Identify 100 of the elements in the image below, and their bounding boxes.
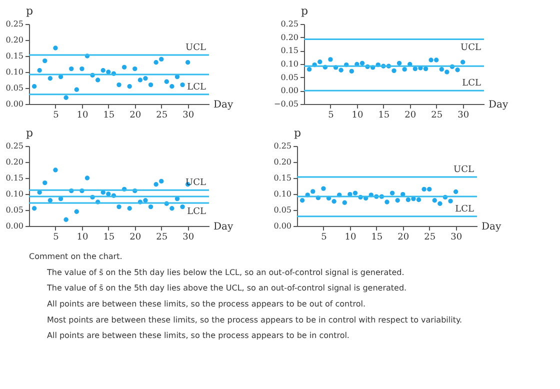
ref-line-label: UCL	[186, 43, 206, 54]
y-tick-label: 0.15	[6, 52, 24, 60]
point	[95, 78, 100, 82]
x-tick-label: 20	[398, 232, 410, 242]
point	[455, 68, 460, 72]
point	[427, 186, 432, 192]
y-tick-label: 0.05	[280, 72, 298, 82]
x-tick-label: 30	[182, 232, 194, 242]
point	[64, 95, 68, 100]
y-tick-label: 0.15	[274, 174, 292, 182]
x-tick-label: 10	[76, 110, 88, 120]
point	[406, 197, 411, 202]
point	[53, 168, 58, 172]
x-axis-title: Day	[488, 100, 508, 110]
point	[360, 60, 365, 66]
x-tick-label: 30	[182, 110, 194, 120]
text: The value of s̄ on the 5th day lies below the LCL, so an out-of-control signal is generated.	[46, 268, 404, 277]
x-tick-label: 10	[76, 232, 88, 242]
point	[432, 198, 437, 203]
point	[438, 201, 442, 206]
point	[37, 68, 42, 73]
point	[444, 70, 450, 74]
y-axis-title: p	[294, 126, 302, 140]
point	[180, 204, 185, 210]
y-axis-title: p	[26, 4, 34, 18]
point	[148, 82, 154, 88]
y-tick-label: 0.10	[280, 60, 298, 68]
point	[170, 84, 174, 89]
text: Most points are between these limits, so the process appears to be in control with respect to variability.	[47, 315, 462, 324]
point	[300, 198, 305, 203]
point	[64, 217, 68, 222]
point	[154, 182, 158, 187]
point	[159, 178, 164, 184]
y-tick-label: 0.25	[274, 142, 292, 150]
x-axis-title: Day	[214, 100, 234, 110]
y-tick-label: 0.10	[6, 68, 24, 76]
point	[422, 186, 426, 192]
point	[138, 78, 143, 82]
point	[48, 76, 53, 81]
x-tick-label: 30	[450, 232, 462, 242]
point	[338, 68, 344, 72]
point	[80, 66, 84, 72]
y-tick-label: 0.05	[6, 84, 24, 92]
y-tick-label: 0.20	[274, 158, 292, 166]
x-tick-label: 5	[53, 232, 60, 242]
text: All points are between these limits, so the process appears to be out of control.	[47, 299, 366, 308]
point	[306, 66, 312, 72]
point	[396, 60, 402, 66]
y-axis-title: p	[300, 4, 308, 18]
point	[180, 82, 185, 88]
point	[154, 60, 158, 65]
text: The value of s̄ on the 5th day lies above the UCL, so an out-of-control signal is generated.	[46, 284, 407, 293]
y-tick-label: 0.10	[6, 190, 24, 198]
ref-line-label: LCL	[187, 206, 206, 217]
point	[460, 60, 466, 64]
point	[395, 198, 400, 203]
point	[453, 189, 458, 194]
point	[116, 82, 122, 88]
y-tick-label: 0.00	[280, 86, 298, 96]
y-tick-label: 0.20	[6, 36, 24, 44]
point	[321, 186, 326, 191]
x-tick-label: 15	[103, 110, 115, 120]
point	[148, 204, 154, 210]
point	[390, 190, 395, 196]
x-tick-label: 25	[431, 110, 443, 120]
point	[342, 200, 347, 205]
x-axis-title: Day	[214, 222, 234, 232]
point	[132, 66, 138, 72]
y-tick-label: 0.25	[6, 142, 24, 150]
x-tick-label: 5	[53, 110, 60, 120]
x-tick-label: 10	[352, 110, 364, 120]
point	[349, 68, 354, 74]
point	[106, 192, 111, 196]
y-axis-title: p	[26, 126, 34, 140]
x-tick-label: 15	[371, 232, 383, 242]
point	[392, 68, 396, 74]
point	[42, 180, 48, 186]
point	[74, 87, 79, 92]
point	[42, 58, 48, 64]
text: Comment on the chart.	[29, 252, 122, 261]
point	[74, 209, 79, 214]
point	[127, 84, 132, 89]
y-tick-label: 0.25	[6, 20, 24, 28]
text: All points are between these limits, so the process appears to be in control.	[47, 331, 350, 340]
point	[310, 189, 316, 194]
y-tick-label: 0.05	[274, 206, 292, 214]
ref-line-label: UCL	[460, 43, 482, 54]
ref-line-label: UCL	[454, 165, 474, 176]
x-tick-label: 10	[344, 232, 356, 242]
point	[127, 206, 132, 211]
point	[423, 66, 428, 72]
point	[122, 64, 127, 70]
point	[143, 76, 148, 81]
point	[439, 66, 444, 72]
x-tick-label: 5	[321, 232, 328, 242]
point	[434, 58, 439, 62]
point	[106, 70, 111, 74]
point	[32, 84, 37, 89]
point	[332, 199, 336, 204]
point	[416, 197, 422, 202]
